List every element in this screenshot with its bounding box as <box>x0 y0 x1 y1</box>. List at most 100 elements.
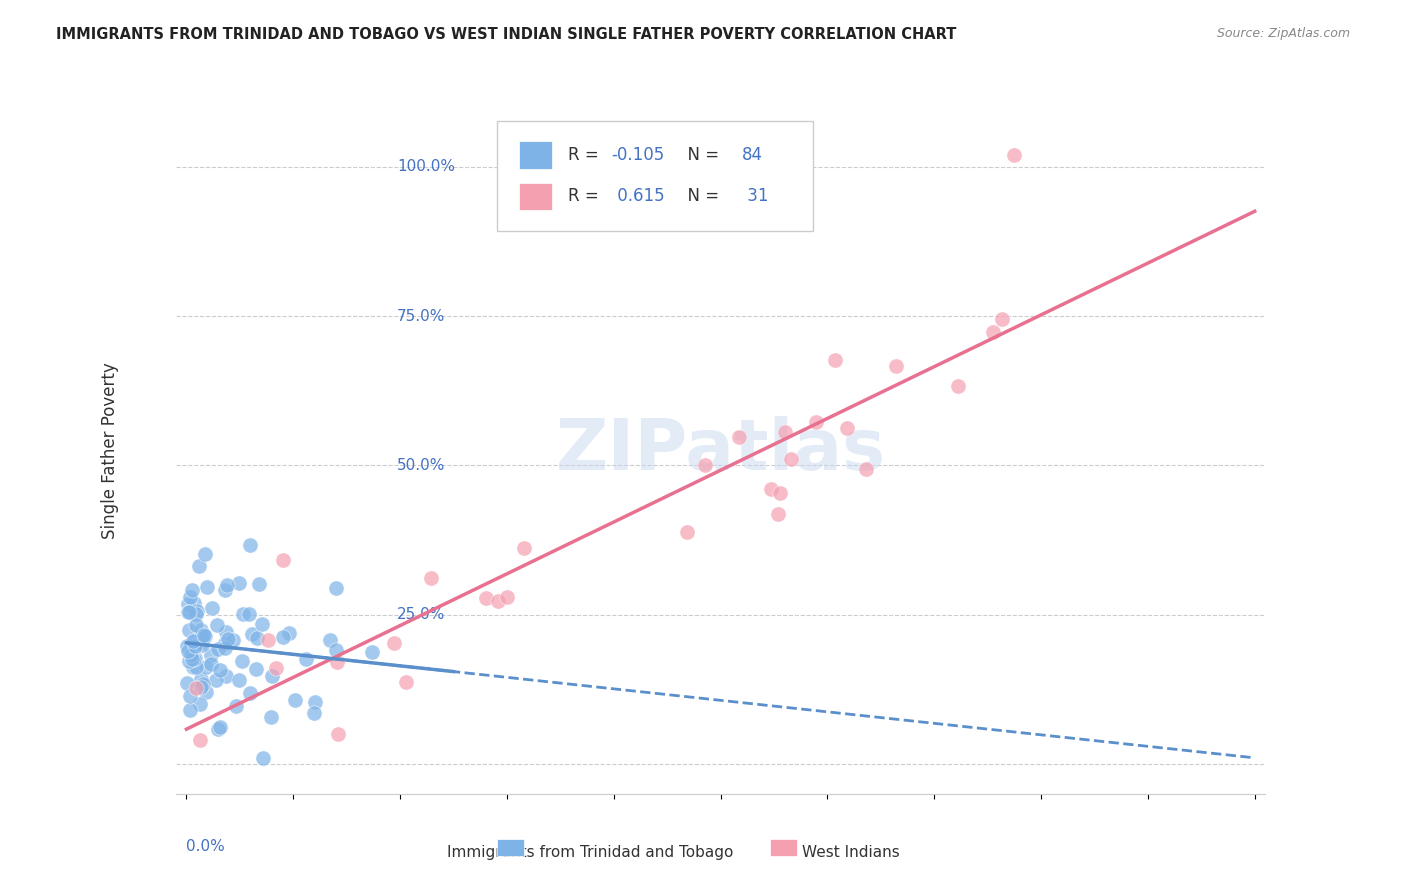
Point <box>775 425 797 440</box>
Point <box>250 617 273 632</box>
Point <box>228 576 250 591</box>
Point <box>214 635 236 649</box>
Point <box>728 430 751 444</box>
Point <box>835 420 858 434</box>
Text: Source: ZipAtlas.com: Source: ZipAtlas.com <box>1216 27 1350 40</box>
Point <box>181 633 204 648</box>
Text: 0.0%: 0.0% <box>187 838 225 854</box>
Point <box>188 559 211 574</box>
Point <box>181 659 204 673</box>
Point <box>214 582 236 597</box>
Point <box>197 580 219 594</box>
Point <box>177 597 200 611</box>
Point <box>884 359 907 374</box>
Point <box>222 632 245 647</box>
Point <box>326 656 349 670</box>
Point <box>190 672 212 686</box>
Text: 50.0%: 50.0% <box>396 458 446 473</box>
Text: West Indians: West Indians <box>803 846 900 861</box>
Point <box>766 507 789 521</box>
Point <box>184 639 207 653</box>
Point <box>245 663 267 677</box>
Point <box>676 524 699 539</box>
Point <box>325 581 347 595</box>
FancyBboxPatch shape <box>498 120 813 231</box>
Point <box>231 654 253 668</box>
Text: 100.0%: 100.0% <box>396 160 456 174</box>
Text: 75.0%: 75.0% <box>396 309 446 324</box>
Point <box>191 628 214 642</box>
Point <box>240 627 263 641</box>
Point <box>779 452 801 467</box>
Point <box>179 690 201 704</box>
Point <box>215 669 238 683</box>
Point <box>188 697 211 711</box>
Point <box>183 640 205 655</box>
Text: 0.615: 0.615 <box>612 187 664 205</box>
Point <box>207 723 229 737</box>
Point <box>184 634 207 648</box>
Point <box>319 633 342 648</box>
Point <box>260 709 283 723</box>
Point <box>855 462 877 476</box>
Point <box>191 634 214 648</box>
Point <box>990 311 1012 326</box>
Point <box>183 651 205 665</box>
Point <box>191 638 214 652</box>
Point <box>214 641 236 656</box>
Point <box>183 596 205 610</box>
Point <box>806 415 828 429</box>
Point <box>769 486 792 500</box>
Point <box>176 676 198 690</box>
Point <box>180 583 202 598</box>
Point <box>325 643 347 657</box>
Text: IMMIGRANTS FROM TRINIDAD AND TOBAGO VS WEST INDIAN SINGLE FATHER POVERTY CORRELA: IMMIGRANTS FROM TRINIDAD AND TOBAGO VS W… <box>56 27 956 42</box>
Point <box>981 325 1004 339</box>
Point <box>266 661 288 675</box>
Point <box>184 618 207 632</box>
Point <box>232 607 254 621</box>
Point <box>194 629 217 643</box>
Point <box>824 353 846 368</box>
Point <box>208 663 231 677</box>
Point <box>278 626 301 640</box>
Point <box>215 624 238 639</box>
Point <box>252 751 274 765</box>
Point <box>474 591 496 606</box>
Point <box>207 642 229 657</box>
Point <box>179 654 201 668</box>
Point <box>200 657 222 671</box>
Text: ZIPatlas: ZIPatlas <box>555 416 886 485</box>
Point <box>486 594 509 608</box>
Point <box>177 644 200 658</box>
Point <box>302 706 325 720</box>
Point <box>204 673 226 687</box>
Point <box>1002 148 1025 162</box>
FancyBboxPatch shape <box>519 183 551 211</box>
FancyBboxPatch shape <box>519 141 551 169</box>
Point <box>239 538 262 552</box>
Point <box>186 681 208 695</box>
Text: -0.105: -0.105 <box>612 146 665 164</box>
Point <box>239 685 262 699</box>
Point <box>271 631 294 645</box>
Point <box>176 639 198 653</box>
Text: N =: N = <box>678 146 724 164</box>
Point <box>217 632 239 647</box>
Text: R =: R = <box>568 187 605 205</box>
Point <box>190 680 212 694</box>
Point <box>246 631 269 645</box>
Point <box>184 607 207 621</box>
Text: 25.0%: 25.0% <box>396 607 446 623</box>
Point <box>194 659 217 673</box>
Point <box>420 571 443 585</box>
Point <box>195 685 218 699</box>
Point <box>209 720 232 734</box>
Point <box>190 624 212 638</box>
Text: Immigrants from Trinidad and Tobago: Immigrants from Trinidad and Tobago <box>447 846 733 861</box>
Point <box>273 553 295 567</box>
Point <box>304 695 326 709</box>
Point <box>207 617 229 632</box>
Text: Single Father Poverty: Single Father Poverty <box>101 362 120 539</box>
Point <box>238 607 260 621</box>
